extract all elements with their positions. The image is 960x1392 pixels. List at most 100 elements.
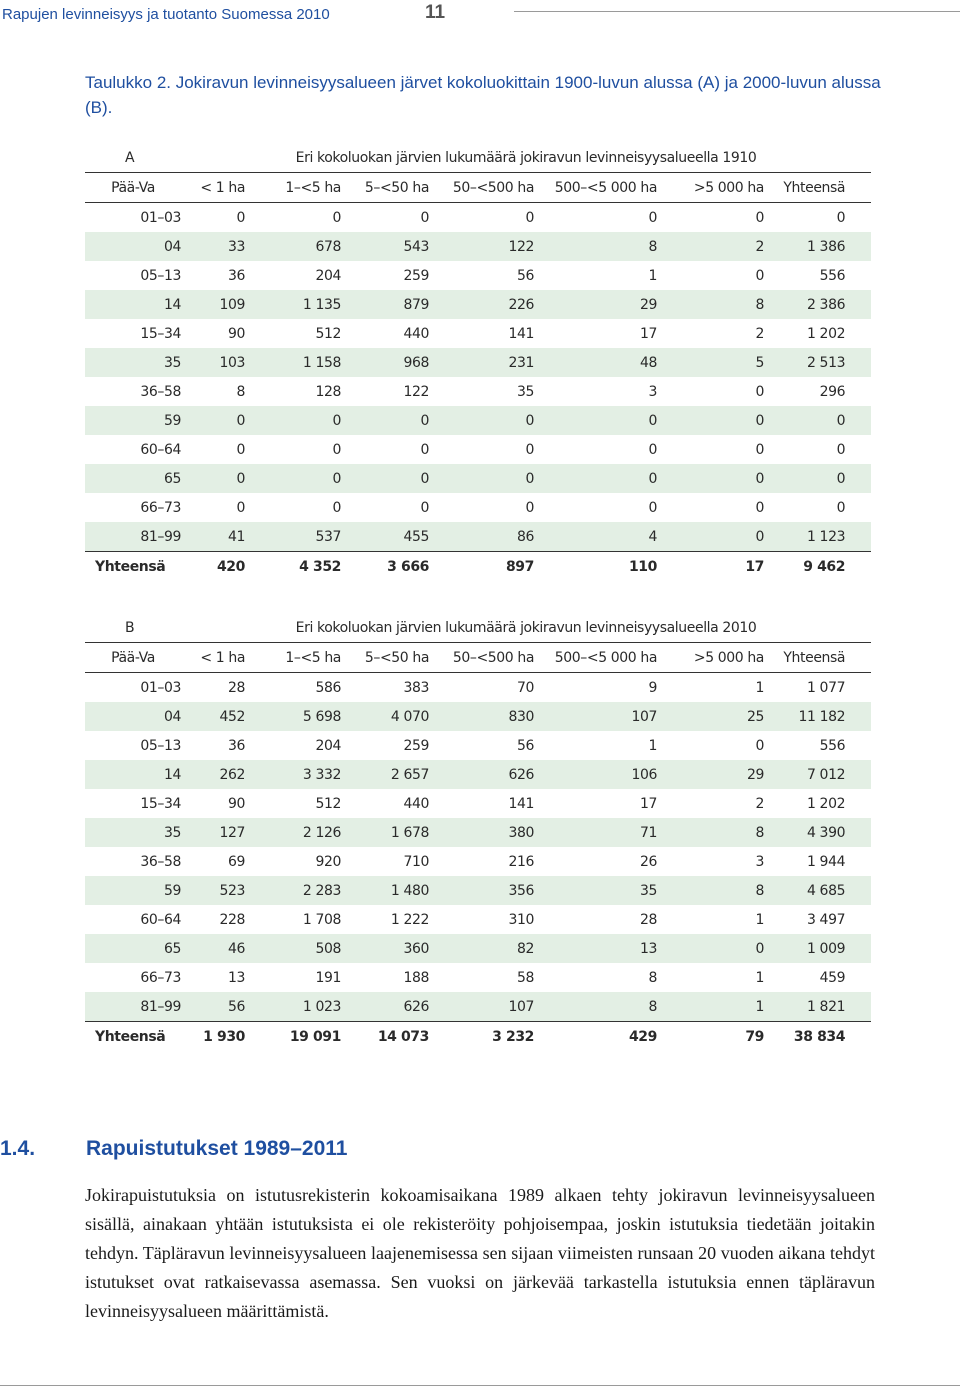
total-cell: 1 930 <box>181 1021 245 1051</box>
column-header: 500–<5 000 ha <box>534 642 657 673</box>
table-cell: 0 <box>420 441 429 458</box>
table-row: 59 523 2 283 1 480 356 35 8 4 685 <box>85 876 872 905</box>
row-label: 14 <box>85 290 181 319</box>
total-cell: 38 834 <box>764 1021 872 1051</box>
table-cell: 2 386 <box>764 290 872 319</box>
total-label: Yhteensä <box>85 1021 181 1051</box>
table-row: 60–64 0 0 0 0 0 0 0 <box>85 435 871 464</box>
row-label: 60–64 <box>140 911 181 928</box>
table-cell: 0 <box>648 209 657 226</box>
table-cell: 1 678 <box>341 818 429 847</box>
table-title-row: B Eri kokoluokan järvien lukumäärä jokira… <box>85 613 872 643</box>
table-cell: 141 <box>508 325 534 342</box>
table-header-row: Pää-Va < 1 ha 1–<5 ha 5–<50 ha 50–<500 ha 500… <box>85 642 872 673</box>
table-header-row: Pää-Va < 1 ha 1–<5 ha 5–<50 ha 50–<500 ha 500… <box>85 172 872 203</box>
table-cell: 46 <box>181 934 245 963</box>
table-cell: 0 <box>332 441 341 458</box>
table-cell: 678 <box>245 232 341 261</box>
table-cell: 2 513 <box>764 348 872 377</box>
table-cell: 36 <box>227 737 245 754</box>
table-cell: 8 <box>657 818 764 847</box>
table-cell: 8 <box>648 969 657 986</box>
table-cell: 710 <box>403 853 429 870</box>
table-cell: 0 <box>836 209 846 226</box>
table-cell: 8 <box>657 876 764 905</box>
section-number: 1.4. <box>0 1137 36 1160</box>
row-label: 35 <box>85 818 181 847</box>
table-cell: 2 <box>657 232 764 261</box>
table-cell: 2 <box>755 325 764 342</box>
table-b: B Eri kokoluokan järvien lukumäärä jokira… <box>85 613 872 1051</box>
column-header: Yhteensä <box>764 642 872 673</box>
table-cell: 228 <box>219 911 245 928</box>
table-cell: 556 <box>819 737 846 754</box>
table-cell: 296 <box>819 383 846 400</box>
table-row: 36–58 69 920 710 216 26 3 1 944 <box>85 847 871 876</box>
table-cell: 512 <box>315 325 341 342</box>
row-label: 04 <box>85 702 181 731</box>
table-cell: 17 <box>639 325 657 342</box>
table-cell: 1 202 <box>807 795 846 812</box>
total-row: Yhteensä 1 930 19 091 14 073 3 232 429 79 38 83… <box>85 1021 872 1051</box>
table-a-body: A Eri kokoluokan järvien lukumäärä jokira… <box>85 143 872 581</box>
table-cell: 90 <box>227 795 245 812</box>
row-label: 81–99 <box>85 522 181 552</box>
table-cell: 310 <box>508 911 534 928</box>
total-cell: 9 462 <box>764 551 872 581</box>
table-cell: 830 <box>429 702 534 731</box>
row-label: 65 <box>85 934 181 963</box>
table-row: 05–13 36 204 259 56 1 0 556 <box>85 261 871 290</box>
table-row: 05–13 36 204 259 56 1 0 556 <box>85 731 871 760</box>
table-cell: 262 <box>181 760 245 789</box>
table-cell: 1 944 <box>807 853 846 870</box>
table-cell: 58 <box>516 969 534 986</box>
table-cell: 0 <box>657 406 764 435</box>
table-cell: 13 <box>227 969 245 986</box>
table-cell: 8 <box>534 232 657 261</box>
table-row: 66–73 13 191 188 58 8 1 459 <box>85 963 871 992</box>
total-label: Yhteensä <box>85 551 181 581</box>
table-cell: 11 182 <box>764 702 872 731</box>
table-cell: 0 <box>236 441 245 458</box>
table-cell: 0 <box>534 464 657 493</box>
table-cell: 543 <box>341 232 429 261</box>
table-cell: 920 <box>315 853 341 870</box>
table-row: 01–03 28 586 383 70 9 1 1 077 <box>85 673 871 703</box>
table-cell: 13 <box>534 934 657 963</box>
table-cell: 204 <box>315 267 341 284</box>
header-rule <box>514 11 960 12</box>
column-header: 50–<500 ha <box>429 172 534 203</box>
column-header: Pää-Va <box>85 172 181 203</box>
table-cell: 1 708 <box>302 911 341 928</box>
column-header: 500–<5 000 ha <box>534 172 657 203</box>
table-label: B <box>85 613 181 643</box>
table-cell: 626 <box>341 992 429 1022</box>
row-label: 04 <box>85 232 181 261</box>
table-cell: 28 <box>227 679 245 696</box>
table-cell: 586 <box>315 679 341 696</box>
table-cell: 33 <box>181 232 245 261</box>
table-cell: 2 <box>755 795 764 812</box>
table-cell: 259 <box>403 737 429 754</box>
total-cell: 4 352 <box>245 551 341 581</box>
table-cell: 1 158 <box>245 348 341 377</box>
table-cell: 440 <box>403 325 429 342</box>
table-cell: 69 <box>227 853 245 870</box>
table-cell: 8 <box>657 290 764 319</box>
table-cell: 191 <box>315 969 341 986</box>
table-cell: 216 <box>508 853 534 870</box>
table-cell: 0 <box>341 406 429 435</box>
page-number: 11 <box>425 2 446 23</box>
table-cell: 2 657 <box>341 760 429 789</box>
table-cell: 107 <box>534 702 657 731</box>
total-cell: 420 <box>181 551 245 581</box>
table-cell: 356 <box>429 876 534 905</box>
table-cell: 523 <box>181 876 245 905</box>
column-header: < 1 ha <box>181 172 245 203</box>
column-header: >5 000 ha <box>657 172 764 203</box>
table-row: 66–73 0 0 0 0 0 0 0 <box>85 493 871 522</box>
table-cell: 259 <box>403 267 429 284</box>
table-cell: 440 <box>403 795 429 812</box>
table-cell: 122 <box>429 232 534 261</box>
table-cell: 1 <box>755 911 764 928</box>
